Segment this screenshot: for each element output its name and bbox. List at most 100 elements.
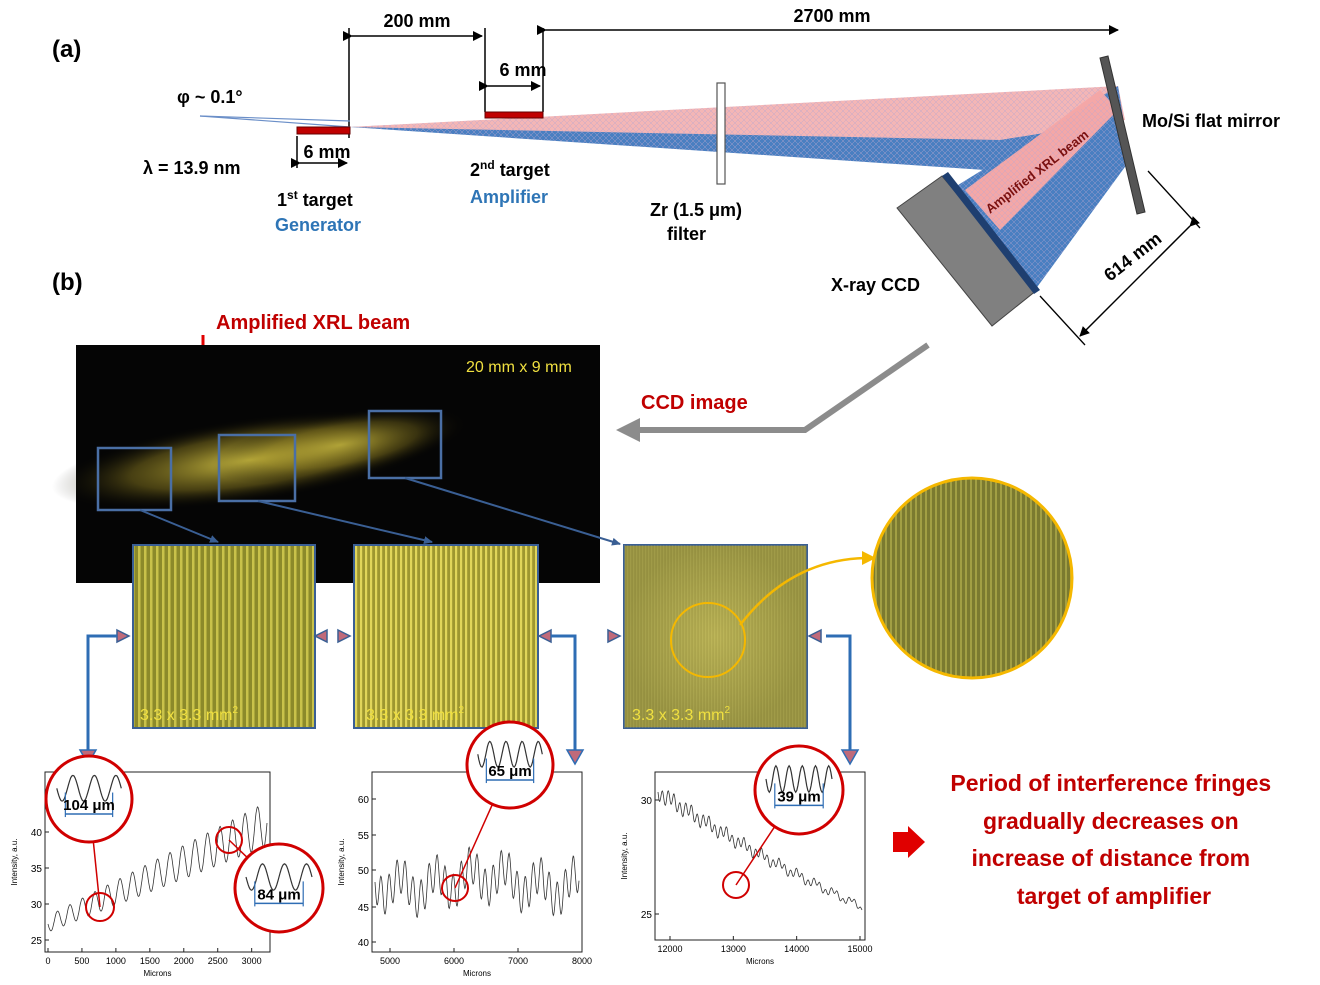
plot-signal [657,789,863,911]
y-tick-label: 25 [641,910,653,921]
inset-circle [44,754,134,844]
x-tick-label: 7000 [508,956,528,966]
profile-marker [313,628,328,644]
inset-signal [765,764,833,794]
profile-marker [537,628,552,644]
target2-bar [484,111,544,119]
mirror-label: Mo/Si flat mirror [1142,111,1280,131]
inset-signal [477,740,543,768]
profile-marker [116,628,131,644]
mosi-mirror [1099,55,1146,215]
x-axis-label: Microns [463,969,491,978]
y-tick-label: 30 [31,900,43,911]
y-tick-label: 45 [358,903,370,914]
inset-84: 84 μm [215,826,325,934]
inset-source-circle [441,874,469,902]
x-tick-label: 12000 [657,944,682,954]
magnify-arrow-head [862,551,876,565]
x-tick-label: 8000 [572,956,592,966]
ccd-image-label: CCD image [641,392,748,414]
dim-tick [1147,170,1201,229]
x-tick-label: 13000 [721,944,746,954]
x-axis-label: Microns [143,969,171,978]
x-tick-label: 1000 [106,956,126,966]
magnify-source-circle [670,602,746,678]
ccd-size-label: 20 mm x 9 mm [466,359,572,376]
target2-label: 2nd target [470,158,550,180]
target2-role: Amplifier [470,187,548,207]
roi-box-2 [217,433,297,503]
target1-bar [296,126,351,135]
ccd-label: X-ray CCD [831,275,920,295]
zoom-box-3-fringes [624,545,807,728]
plot-signal [47,806,268,932]
y-tick-label: 50 [358,866,370,877]
magnify-arrow [739,556,866,626]
intensity-plots: 25 30 35 40 0 500 1000 1500 2000 2500 3000 Microns I… [10,720,873,978]
inset-source-circle [722,871,750,899]
conclusion-line-3: increase of distance from [971,845,1250,871]
x-tick-label: 2000 [174,956,194,966]
phi-line [199,115,351,128]
panel-a-label: (a) [52,36,81,63]
profile-marker [607,628,622,644]
inset-period-label: 104 μm [63,797,115,814]
zoom-label-3: 3.3 x 3.3 mm2 [632,705,730,724]
inset-signal [56,774,122,802]
profile-connectors [86,634,852,752]
zoom-label-2: 3.3 x 3.3 mm2 [366,705,464,724]
y-axis-label: Intensity, a.u. [337,839,346,886]
dim-tick [1039,295,1086,346]
lambda-text: λ = 13.9 nm [143,158,241,178]
panel-a: (a) 200 mm 2700 mm 6 mm φ ~ 0.1° 6 mm λ … [52,6,1280,346]
dim-6-top-text: 6 mm [499,60,546,80]
ccd-image-arrow-head [616,418,640,442]
target1-role: Generator [275,215,361,235]
inset-source-circle [215,826,243,854]
panel-b: (b) Amplified XRL beam 20 mm x 9 mm CCD … [10,269,1271,978]
filter-line2: filter [667,224,706,244]
profile-connector [826,634,852,752]
zoom-label-1: 3.3 x 3.3 mm2 [140,705,238,724]
roi-box-1 [96,446,173,512]
inset-signal [245,863,313,891]
y-tick-label: 60 [358,795,370,806]
roi-arrow-3 [404,477,621,546]
roi-arrow-2 [257,500,433,545]
phi-text: φ ~ 0.1° [177,87,243,107]
profile-pointer [840,749,860,766]
plot-frame [371,771,583,953]
ccd-sensor [942,172,1040,294]
phi-line [199,115,351,122]
zoom-box-1 [132,544,316,729]
conclusion-arrow [893,826,925,858]
profile-marker [337,628,352,644]
x-axis-label: Microns [746,957,774,966]
dim-2700-text: 2700 mm [793,6,870,26]
magnified-circle-fringes [872,478,1072,678]
dim-200-text: 200 mm [383,11,450,31]
inset-104: 104 μm [44,754,134,922]
panel-b-label: (b) [52,269,83,296]
conclusion-line-1: Period of interference fringes [950,770,1271,796]
ccd-beam-glow [211,406,469,484]
inset-period-label: 65 μm [488,763,531,780]
plot-signal [374,846,580,919]
y-tick-label: 40 [31,828,43,839]
y-axis-label: Intensity, a.u. [620,833,629,880]
roi-arrow-1 [139,509,219,543]
y-tick-label: 40 [358,938,370,949]
conclusion-line-4: target of amplifier [1017,883,1211,909]
beam-mesh [350,86,1130,170]
profile-connector [86,634,117,752]
x-tick-label: 1500 [140,956,160,966]
x-tick-label: 5000 [380,956,400,966]
x-tick-label: 3000 [242,956,262,966]
magnified-circle [870,476,1074,680]
zr-filter [716,82,726,185]
inset-39: 39 μm [722,744,845,899]
intensity-plot-2: 40 45 50 55 60 5000 6000 7000 8000 Microns Intensi… [337,771,592,978]
profile-pointer [565,749,585,766]
dim-6-bottom-text: 6 mm [303,142,350,162]
profile-markers [116,628,822,644]
